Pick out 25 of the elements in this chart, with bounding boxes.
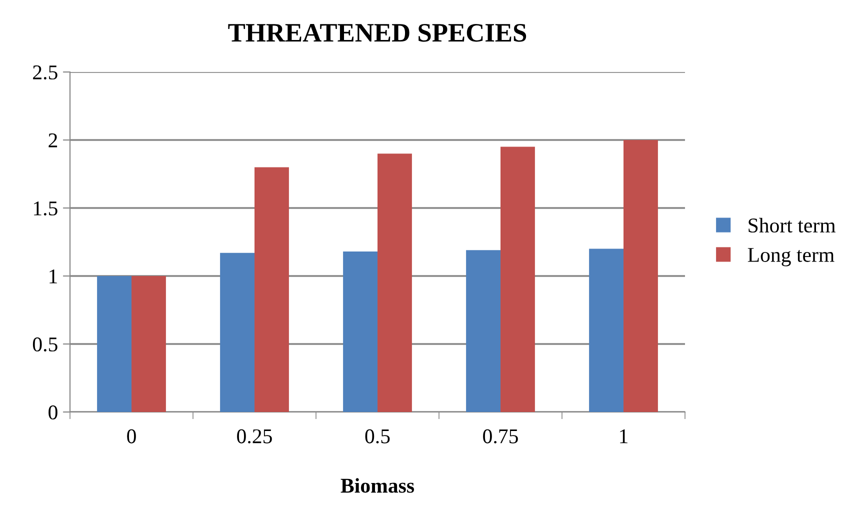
bar <box>466 250 500 412</box>
bar <box>97 276 132 412</box>
x-tick-label: 0.5 <box>365 429 390 444</box>
bar <box>132 276 166 412</box>
legend-label: Short term <box>748 218 836 233</box>
x-tick-label: 0 <box>127 429 136 444</box>
bar <box>624 140 658 412</box>
y-tick-label: 0.5 <box>32 337 58 352</box>
chart-title: THREATENED SPECIES <box>228 24 526 42</box>
legend-label: Long term <box>748 248 834 266</box>
y-tick-label: 1.5 <box>34 201 58 216</box>
bar <box>220 252 254 412</box>
x-tick-label: 0.25 <box>237 429 272 444</box>
bar <box>589 248 624 412</box>
bar <box>343 252 378 412</box>
bar <box>378 154 412 412</box>
bar <box>254 167 289 412</box>
y-tick-label: 2.5 <box>33 65 58 80</box>
x-tick-label: 0.75 <box>483 429 518 444</box>
x-tick-label: 1 <box>620 429 628 444</box>
y-tick-label: 2 <box>48 133 58 148</box>
bar <box>500 146 535 412</box>
x-axis-title: Biomass <box>340 478 414 493</box>
y-tick-label: 1 <box>50 269 57 284</box>
y-tick-label: 0 <box>48 405 58 420</box>
